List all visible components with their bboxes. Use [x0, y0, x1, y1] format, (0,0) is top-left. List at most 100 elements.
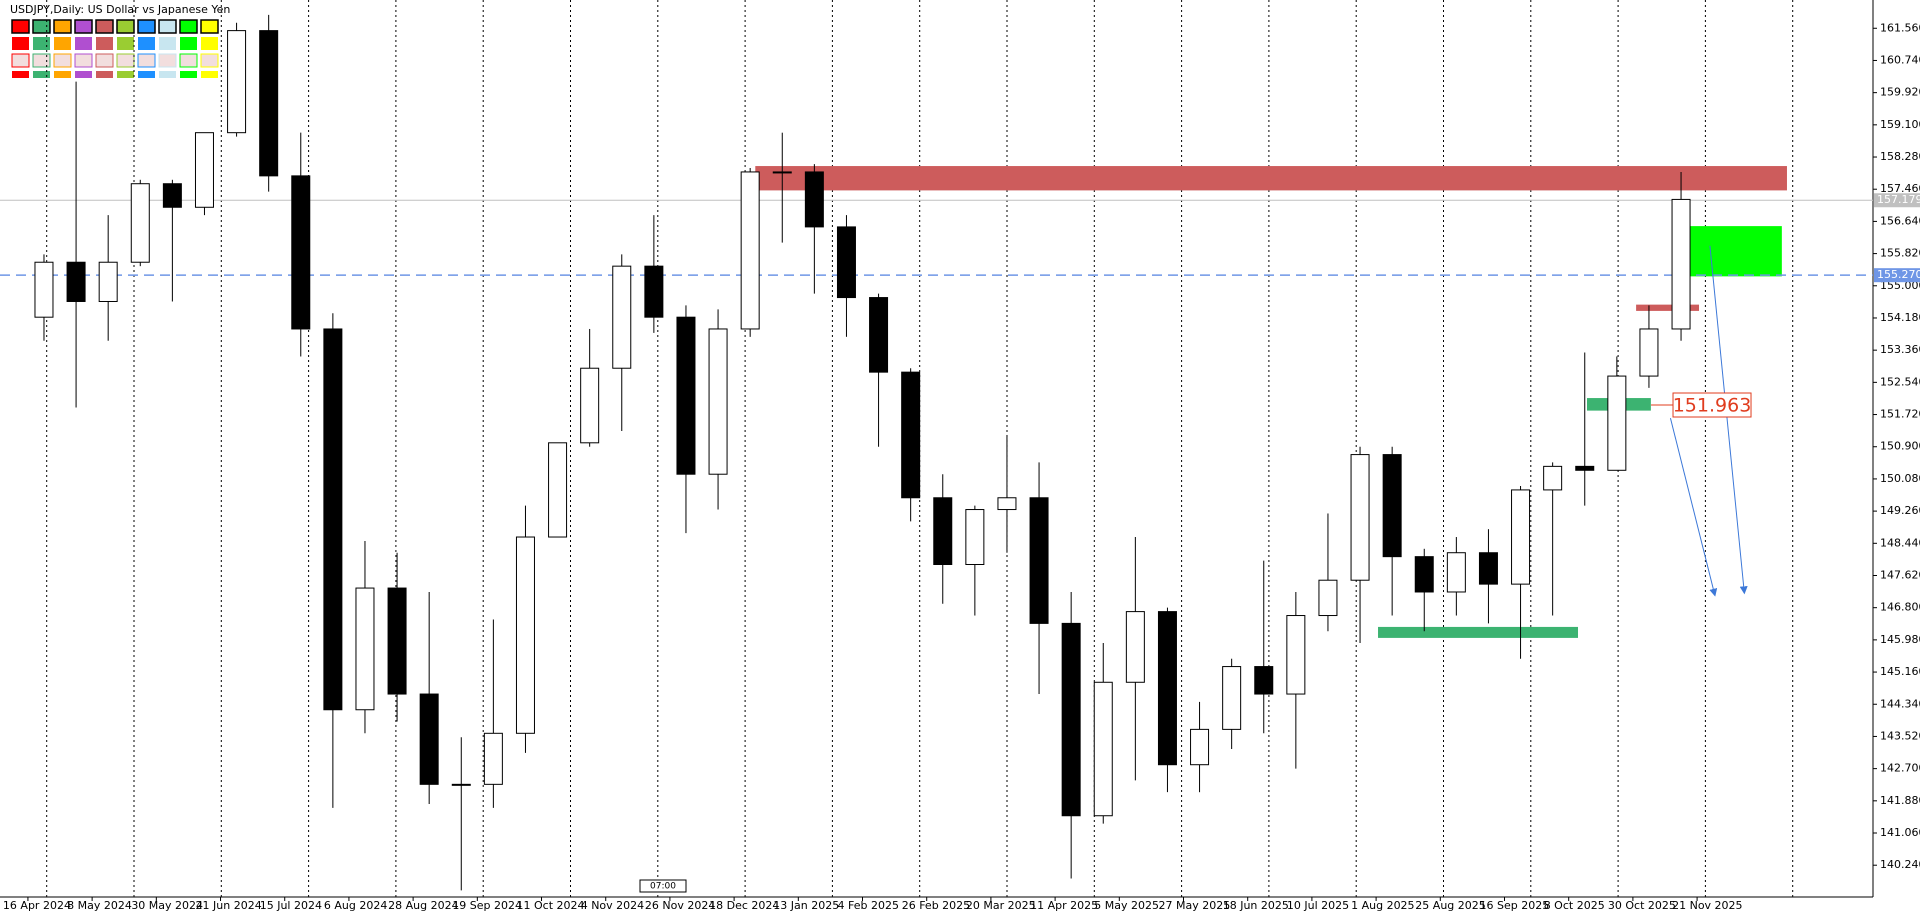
y-tick-label: 159.920	[1880, 86, 1920, 99]
y-tick-label: 160.740	[1880, 53, 1920, 66]
palette-swatch[interactable]	[158, 19, 177, 34]
palette-swatch[interactable]	[54, 71, 71, 78]
palette-swatch[interactable]	[54, 37, 71, 50]
palette-swatch[interactable]	[32, 19, 51, 34]
candle-body	[66, 261, 86, 302]
palette-swatch[interactable]	[33, 37, 50, 50]
y-tick-label: 146.800	[1880, 601, 1920, 614]
palette-swatch[interactable]	[137, 19, 156, 34]
x-tick-label: 16 Apr 2024	[3, 899, 71, 912]
palette-swatch[interactable]	[179, 53, 198, 68]
x-tick-label: 20 Mar 2025	[966, 899, 1036, 912]
candle-body	[772, 171, 792, 174]
palette-swatch[interactable]	[201, 37, 218, 50]
palette-swatch[interactable]	[179, 19, 198, 34]
palette-swatch[interactable]	[75, 71, 92, 78]
palette-swatch[interactable]	[159, 71, 176, 78]
candle-body	[1286, 615, 1306, 695]
candle-body	[1607, 375, 1627, 471]
candle-body	[1382, 454, 1402, 558]
palette-swatch[interactable]	[96, 37, 113, 50]
palette-swatch[interactable]	[12, 37, 29, 50]
palette-swatch[interactable]	[117, 71, 134, 78]
palette-swatch[interactable]	[200, 19, 219, 34]
x-tick-label: 8 Oct 2025	[1544, 899, 1605, 912]
candle-body	[451, 783, 471, 786]
candle-body	[1093, 681, 1113, 817]
palette-swatch[interactable]	[12, 71, 29, 78]
candle-body	[1511, 489, 1531, 585]
annotation-text: 151.963	[1673, 395, 1752, 417]
palette-swatch[interactable]	[11, 53, 30, 68]
palette-swatch[interactable]	[159, 37, 176, 50]
palette-swatch[interactable]	[137, 53, 156, 68]
x-tick-label: 11 Oct 2024	[517, 899, 585, 912]
candle-body	[548, 442, 568, 538]
palette-swatch[interactable]	[116, 53, 135, 68]
y-tick-label: 156.640	[1880, 214, 1920, 227]
x-tick-label: 30 Oct 2025	[1608, 899, 1676, 912]
color-palette[interactable]	[11, 19, 219, 78]
palette-swatch[interactable]	[138, 71, 155, 78]
y-tick-label: 150.900	[1880, 440, 1920, 453]
palette-swatch[interactable]	[33, 71, 50, 78]
candle-body	[1254, 666, 1274, 695]
y-tick-label: 148.440	[1880, 536, 1920, 549]
candle-body	[836, 226, 856, 299]
palette-swatch[interactable]	[95, 19, 114, 34]
palette-swatch[interactable]	[53, 19, 72, 34]
palette-swatch[interactable]	[200, 53, 219, 68]
candle-body	[901, 371, 921, 499]
candle-body	[1671, 198, 1691, 330]
palette-swatch[interactable]	[74, 19, 93, 34]
candle-body	[323, 328, 343, 711]
zone	[1636, 304, 1700, 311]
palette-swatch[interactable]	[116, 19, 135, 34]
candle-body	[612, 265, 632, 369]
y-tick-label: 151.720	[1880, 408, 1920, 421]
palette-swatch[interactable]	[11, 19, 30, 34]
candle-body	[483, 732, 503, 785]
palette-swatch[interactable]	[180, 37, 197, 50]
candle-body	[34, 261, 54, 318]
palette-swatch[interactable]	[95, 53, 114, 68]
candle-body	[1157, 611, 1177, 766]
palette-swatch[interactable]	[32, 53, 51, 68]
candle-body	[162, 183, 182, 208]
zone	[755, 166, 1787, 191]
y-tick-label: 158.280	[1880, 150, 1920, 163]
y-tick-label: 143.520	[1880, 729, 1920, 742]
palette-swatch[interactable]	[74, 53, 93, 68]
x-tick-label: 4 Nov 2024	[581, 899, 644, 912]
palette-swatch[interactable]	[75, 37, 92, 50]
x-tick-label: 21 Jun 2024	[196, 899, 262, 912]
x-tick-label: 26 Feb 2025	[902, 899, 970, 912]
x-tick-label: 18 Dec 2024	[709, 899, 779, 912]
candle-body	[708, 328, 728, 475]
candle-body	[869, 297, 889, 373]
time-label: 07:00	[650, 882, 676, 892]
y-tick-label: 141.880	[1880, 794, 1920, 807]
palette-swatch[interactable]	[158, 53, 177, 68]
y-tick-label: 154.180	[1880, 311, 1920, 324]
candle-body	[355, 587, 375, 711]
candle-body	[1125, 611, 1145, 683]
palette-swatch[interactable]	[117, 37, 134, 50]
candle-body	[1639, 328, 1659, 377]
candle-body	[259, 30, 279, 177]
x-tick-label: 26 Nov 2024	[645, 899, 715, 912]
y-tick-label: 145.160	[1880, 665, 1920, 678]
palette-swatch[interactable]	[201, 71, 218, 78]
x-tick-label: 11 Apr 2025	[1030, 899, 1098, 912]
palette-swatch[interactable]	[180, 71, 197, 78]
arrow	[1669, 417, 1718, 597]
x-tick-label: 5 May 2025	[1094, 899, 1159, 912]
palette-swatch[interactable]	[53, 53, 72, 68]
palette-swatch[interactable]	[138, 37, 155, 50]
x-tick-label: 1 Aug 2025	[1351, 899, 1414, 912]
palette-swatch[interactable]	[96, 71, 113, 78]
candle-body	[740, 171, 760, 330]
candle-body	[130, 183, 150, 263]
candle-body	[227, 30, 247, 134]
